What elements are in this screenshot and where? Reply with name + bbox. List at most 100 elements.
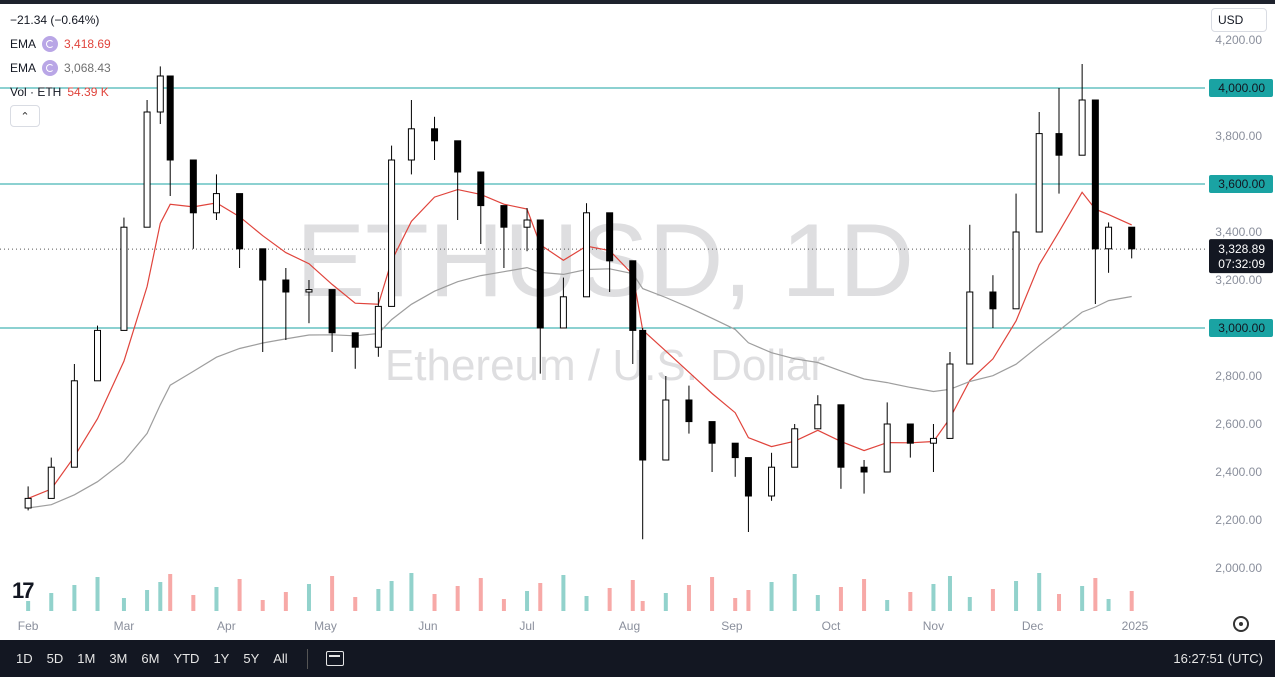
candle-body [523,219,531,228]
candle-body [685,399,693,423]
volume-bar [26,601,31,611]
volume-bar [990,589,995,611]
volume-bar [283,592,288,611]
volume-bar [908,592,913,611]
range-button-ytd[interactable]: YTD [173,651,200,666]
volume-bar [862,579,867,611]
ema-slow-label: EMA [10,61,37,75]
range-button-1y[interactable]: 1Y [213,651,230,666]
time-tick-label: Jul [519,619,534,633]
volume-bar [168,574,173,611]
volume-bar [432,594,437,611]
time-tick-label: Apr [217,619,236,633]
currency-label: USD [1218,13,1244,27]
utc-clock[interactable]: 16:27:51 (UTC) [1173,651,1263,666]
time-tick-label: Sep [721,619,743,633]
price-tick-label: 2,600.00 [1215,417,1262,431]
range-button-6m[interactable]: 6M [141,651,160,666]
candle-body [477,171,485,207]
price-tick-label: 2,400.00 [1215,465,1262,479]
candle-body [120,226,128,331]
sync-icon[interactable] [42,60,59,76]
range-button-1d[interactable]: 1D [16,651,33,666]
candle-body [24,497,32,509]
candle-body [94,329,102,382]
time-tick-label: Oct [822,619,841,633]
candle-body [583,212,591,298]
time-tick-label: 2025 [1122,619,1149,633]
volume-bar [478,578,483,611]
date-range-icon[interactable] [325,651,344,666]
price-tick-label: 3,800.00 [1215,129,1262,143]
volume-bar [145,590,150,611]
tradingview-logo-icon[interactable]: 17 [12,578,35,603]
divider [306,648,308,669]
volume-bar [640,601,645,611]
candle-body [407,128,415,161]
candle-body [70,380,78,468]
level-price-label: 4,000.00 [1218,81,1265,95]
candle-body [212,193,220,214]
volume-bar [1080,586,1085,611]
volume-bar [710,577,715,611]
candle-body [305,289,313,293]
candle-body [768,466,776,497]
volume-bar [260,600,265,611]
candle-body [143,111,151,228]
volume-bar [838,587,843,611]
volume-bar [214,587,219,611]
candle-body [374,305,382,348]
price-chart[interactable]: ETHUSD, 1D Ethereum / U.S. Dollar 4,200.… [0,0,1275,640]
countdown-label: 07:32:09 [1218,257,1265,271]
chevron-up-icon: ⌃ [20,110,30,123]
ema-fast-value: 3,418.69 [64,37,111,51]
volume-bar [525,591,530,611]
volume-bar [1106,599,1111,611]
volume-bar [967,597,972,611]
candle-body [1105,226,1113,250]
indicator-legend: −21.34 (−0.64%) EMA 3,418.69 EMA 3,068.4… [10,8,117,104]
range-button-5d[interactable]: 5D [46,651,64,666]
range-button-3m[interactable]: 3M [109,651,128,666]
candle-body [1012,231,1020,310]
volume-bar [191,595,196,611]
price-change-row: −21.34 (−0.64%) [10,8,117,32]
time-tick-label: Feb [18,619,39,633]
volume-bar [746,590,751,611]
volume-bar [584,596,589,611]
volume-bar [538,583,543,611]
range-button-5y[interactable]: 5Y [243,651,260,666]
volume-bar [306,584,311,611]
range-button-1m[interactable]: 1M [77,651,96,666]
candle-body [259,248,267,281]
price-tick-label: 2,000.00 [1215,561,1262,575]
settings-icon[interactable] [1233,616,1249,632]
volume-row[interactable]: Vol · ETH 54.39 K [10,80,117,104]
candle-body [883,423,891,473]
candle-body [328,289,336,334]
volume-bar [792,574,797,611]
price-tick-label: 2,200.00 [1215,513,1262,527]
volume-bar [95,577,100,611]
watermark-description: Ethereum / U.S. Dollar [385,341,825,390]
top-border [0,0,1275,4]
candle-body [639,329,647,461]
watermark-symbol: ETHUSD, 1D [296,203,914,319]
candle-body [989,291,997,310]
ema-slow-row[interactable]: EMA 3,068.43 [10,56,117,80]
range-button-all[interactable]: All [273,651,288,666]
price-change: −21.34 (−0.64%) [10,13,100,27]
volume-label: Vol · ETH [10,85,62,99]
ema-slow-value: 3,068.43 [64,61,111,75]
candle-body [1091,99,1099,250]
price-tick-label: 3,200.00 [1215,273,1262,287]
candle-body [929,437,937,444]
collapse-legend-button[interactable]: ⌃ [10,105,40,127]
currency-button[interactable]: USD [1211,8,1267,32]
candle-body [500,205,508,228]
sync-icon[interactable] [42,36,59,52]
volume-bar [237,579,242,611]
candle-body [559,296,567,329]
ema-fast-row[interactable]: EMA 3,418.69 [10,32,117,56]
